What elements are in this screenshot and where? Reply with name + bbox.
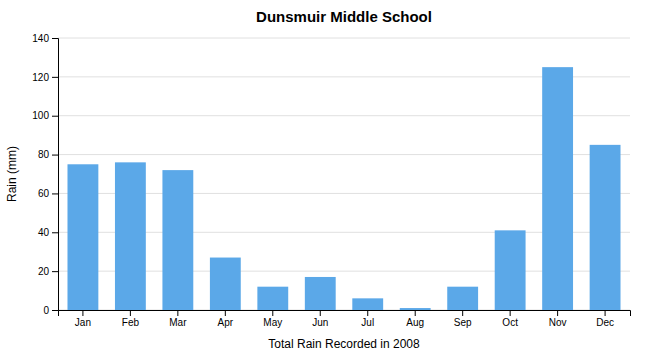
tick-mark xyxy=(415,310,416,316)
tick-mark xyxy=(557,310,558,316)
tick-label: Jun xyxy=(312,317,328,328)
tick-label: 100 xyxy=(32,110,49,121)
x-axis: Jan Feb Mar Apr May Jun Jul Aug Sep Oct Nov Dec xyxy=(59,310,631,328)
tick-label: Dec xyxy=(596,317,614,328)
tick-label: 40 xyxy=(38,227,50,238)
tick: 60 xyxy=(38,188,58,199)
y-axis-title: Rain (mm) xyxy=(5,146,19,202)
bar xyxy=(542,67,573,310)
tick-mark xyxy=(52,232,58,233)
tick-mark xyxy=(320,310,321,316)
tick: Mar xyxy=(169,310,187,328)
tick-mark xyxy=(52,271,58,272)
tick-mark xyxy=(52,77,58,78)
tick: Oct xyxy=(502,310,518,328)
tick-label: Mar xyxy=(169,317,187,328)
tick-label: Apr xyxy=(218,317,234,328)
tick-label: Jan xyxy=(75,317,91,328)
bar xyxy=(305,277,336,310)
tick-label: Aug xyxy=(406,317,424,328)
bar xyxy=(590,145,621,310)
tick: Nov xyxy=(549,310,567,328)
tick: 140 xyxy=(32,33,58,44)
tick: 20 xyxy=(38,266,58,277)
bar xyxy=(67,164,98,310)
chart: 0 20 40 60 80 100 120 140 Jan Feb Mar Apr May Jun Jul A… xyxy=(0,0,650,360)
bar xyxy=(400,308,431,310)
tick: 0 xyxy=(43,305,58,316)
tick-label: 60 xyxy=(38,188,50,199)
tick-mark xyxy=(605,310,606,316)
x-axis-title: Total Rain Recorded in 2008 xyxy=(268,337,420,351)
tick: Apr xyxy=(218,310,234,328)
tick-label: Nov xyxy=(549,317,567,328)
bar xyxy=(115,162,146,310)
bar xyxy=(210,258,241,310)
tick: Jan xyxy=(75,310,91,328)
tick: Jun xyxy=(312,310,328,328)
y-axis: 0 20 40 60 80 100 120 140 xyxy=(32,33,58,316)
tick: Dec xyxy=(596,310,614,328)
tick-mark xyxy=(82,310,83,316)
tick-label: 0 xyxy=(43,305,49,316)
bar xyxy=(495,230,526,310)
plot-area: 0 20 40 60 80 100 120 140 Jan Feb Mar Apr May Jun Jul A… xyxy=(32,33,630,328)
tick-mark xyxy=(52,155,58,156)
tick-mark xyxy=(272,310,273,316)
tick: 120 xyxy=(32,72,58,83)
tick-mark xyxy=(225,310,226,316)
tick-label: May xyxy=(263,317,282,328)
tick-label: 140 xyxy=(32,33,49,44)
tick-label: Jul xyxy=(361,317,374,328)
tick: Jul xyxy=(361,310,374,328)
bar xyxy=(257,287,288,310)
tick-mark xyxy=(177,310,178,316)
tick-mark xyxy=(52,116,58,117)
bar xyxy=(352,298,383,310)
tick-label: 80 xyxy=(38,149,50,160)
tick: 80 xyxy=(38,149,58,160)
grid-line xyxy=(58,38,630,39)
bars xyxy=(67,67,620,310)
title: Dunsmuir Middle School xyxy=(256,8,432,25)
tick: Sep xyxy=(454,310,472,328)
bar xyxy=(162,170,193,310)
tick: 40 xyxy=(38,227,58,238)
tick-label: 20 xyxy=(38,266,50,277)
tick-mark xyxy=(52,193,58,194)
tick: May xyxy=(263,310,282,328)
tick-label: Sep xyxy=(454,317,472,328)
tick-label: 120 xyxy=(32,72,49,83)
tick: Feb xyxy=(122,310,140,328)
tick: 100 xyxy=(32,110,58,121)
tick-mark xyxy=(130,310,131,316)
tick-mark xyxy=(462,310,463,316)
tick-mark xyxy=(52,38,58,39)
grid xyxy=(58,38,630,310)
tick-label: Feb xyxy=(122,317,140,328)
axis-line xyxy=(52,39,59,311)
tick: Aug xyxy=(406,310,424,328)
bar xyxy=(447,287,478,310)
axis-line xyxy=(59,311,631,317)
tick-mark xyxy=(52,310,58,311)
tick-label: Oct xyxy=(502,317,518,328)
tick-mark xyxy=(510,310,511,316)
tick-mark xyxy=(367,310,368,316)
